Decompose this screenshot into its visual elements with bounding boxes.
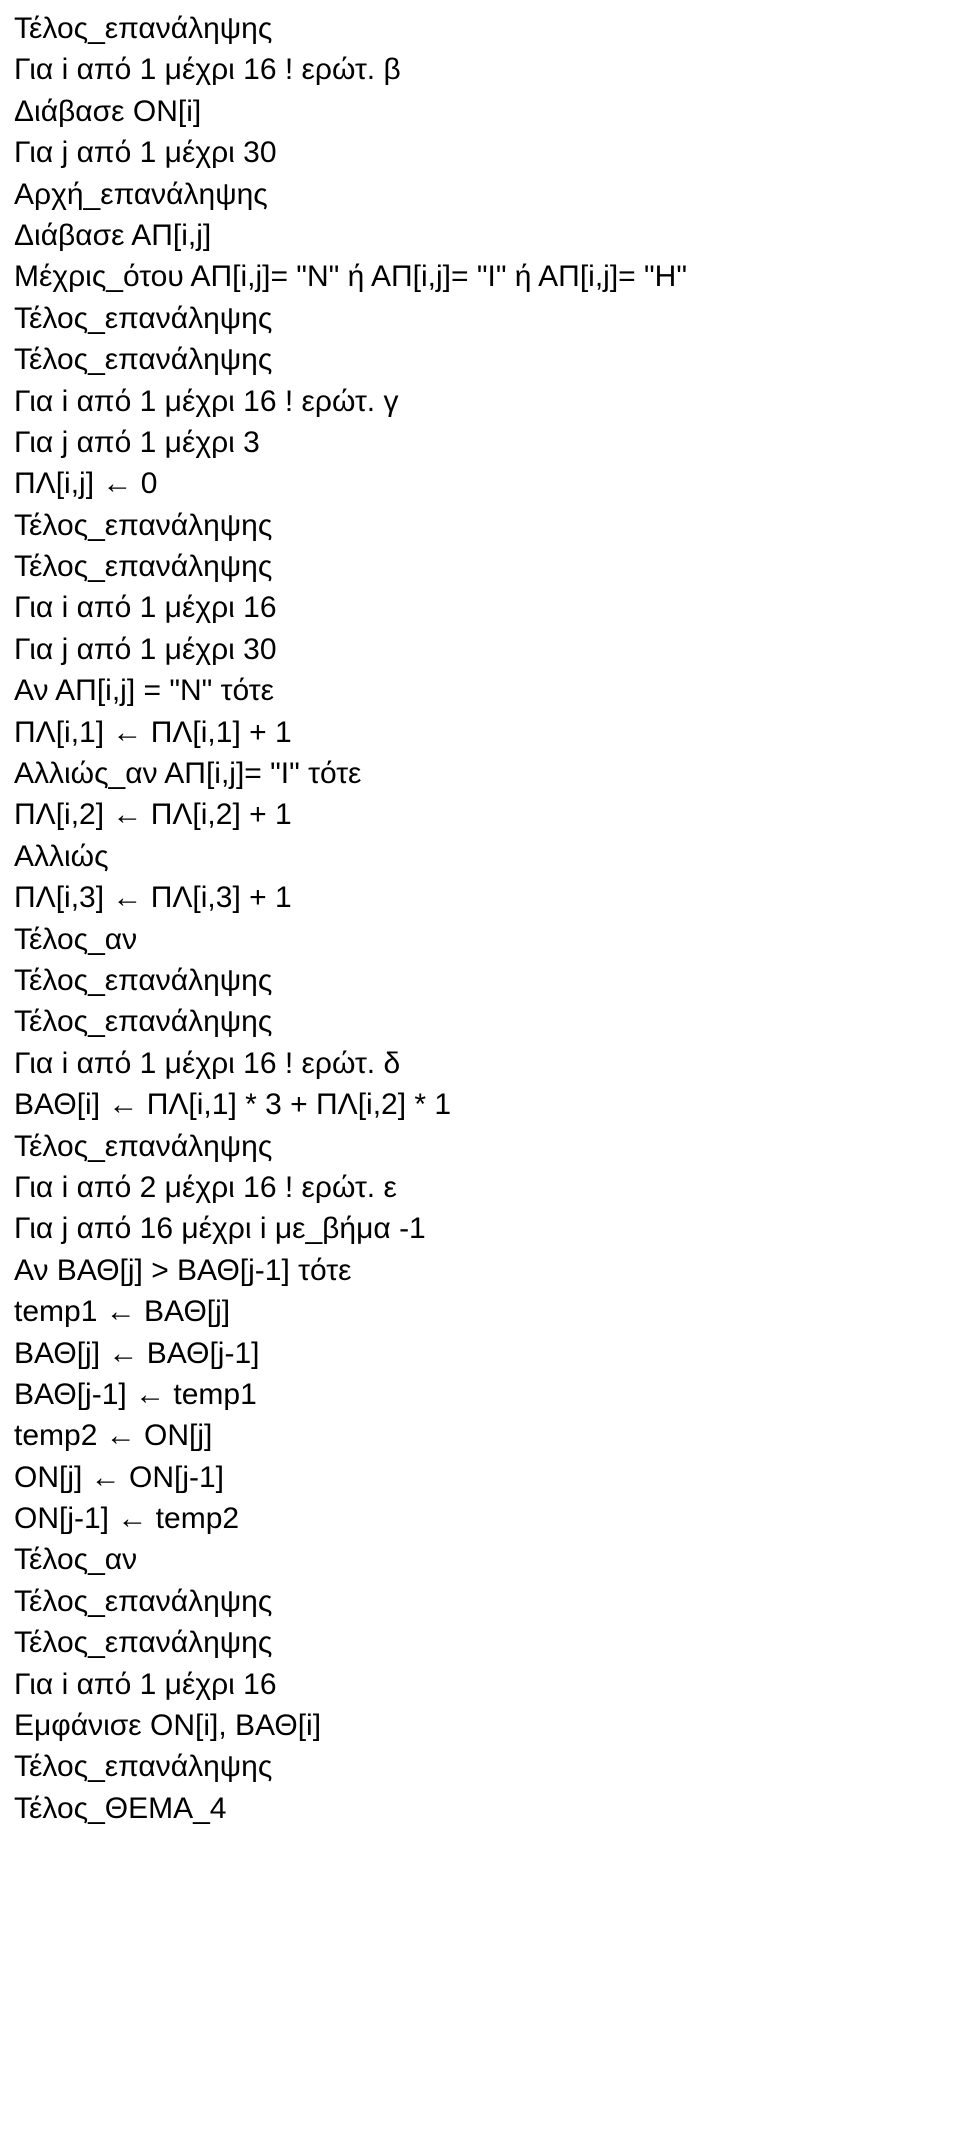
code-line: Μέχρις_ότου ΑΠ[i,j]= "N" ή ΑΠ[i,j]= "I" … <box>14 256 946 297</box>
code-line: ΠΛ[i,j] ← 0 <box>14 463 946 504</box>
code-line: Τέλος_επανάληψης <box>14 1001 946 1042</box>
code-line: Διάβασε ΟΝ[i] <box>14 91 946 132</box>
code-line: Τέλος_επανάληψης <box>14 1581 946 1622</box>
code-line: Αν ΒΑΘ[j] > ΒΑΘ[j-1] τότε <box>14 1250 946 1291</box>
code-line: temp2 ← ΟΝ[j] <box>14 1415 946 1456</box>
code-line: Διάβασε ΑΠ[i,j] <box>14 215 946 256</box>
code-line: ΠΛ[i,2] ← ΠΛ[i,2] + 1 <box>14 794 946 835</box>
code-line: Για j από 1 μέχρι 3 <box>14 422 946 463</box>
code-line: Αρχή_επανάληψης <box>14 174 946 215</box>
code-line: ΒΑΘ[j] ← ΒΑΘ[j-1] <box>14 1333 946 1374</box>
code-line: temp1 ← ΒΑΘ[j] <box>14 1291 946 1332</box>
code-line: Τέλος_αν <box>14 919 946 960</box>
code-line: Τέλος_επανάληψης <box>14 1746 946 1787</box>
code-line: Τέλος_επανάληψης <box>14 8 946 49</box>
code-line: Τέλος_αν <box>14 1539 946 1580</box>
code-line: Για j από 1 μέχρι 30 <box>14 629 946 670</box>
code-line: Τέλος_επανάληψης <box>14 298 946 339</box>
code-line: Για j από 16 μέχρι i με_βήμα -1 <box>14 1208 946 1249</box>
code-line: Για i από 1 μέχρι 16 <box>14 587 946 628</box>
code-line: ΠΛ[i,1] ← ΠΛ[i,1] + 1 <box>14 712 946 753</box>
code-line: Για i από 2 μέχρι 16 ! ερώτ. ε <box>14 1167 946 1208</box>
code-line: Τέλος_επανάληψης <box>14 1622 946 1663</box>
code-line: ΟΝ[j-1] ← temp2 <box>14 1498 946 1539</box>
code-line: Για i από 1 μέχρι 16 ! ερώτ. β <box>14 49 946 90</box>
code-line: Τέλος_επανάληψης <box>14 960 946 1001</box>
code-line: Τέλος_επανάληψης <box>14 505 946 546</box>
code-line: ΒΑΘ[j-1] ← temp1 <box>14 1374 946 1415</box>
code-line: Αν ΑΠ[i,j] = "Ν" τότε <box>14 670 946 711</box>
code-line: Τέλος_ΘΕΜΑ_4 <box>14 1788 946 1829</box>
code-line: Τέλος_επανάληψης <box>14 546 946 587</box>
code-line: Αλλιώς_αν ΑΠ[i,j]= "I" τότε <box>14 753 946 794</box>
code-line: Για i από 1 μέχρι 16 ! ερώτ. γ <box>14 381 946 422</box>
code-line: Για j από 1 μέχρι 30 <box>14 132 946 173</box>
code-line: ΒΑΘ[i] ← ΠΛ[i,1] * 3 + ΠΛ[i,2] * 1 <box>14 1084 946 1125</box>
code-line: Τέλος_επανάληψης <box>14 339 946 380</box>
pseudocode-block: Τέλος_επανάληψηςΓια i από 1 μέχρι 16 ! ε… <box>14 8 946 1829</box>
code-line: Τέλος_επανάληψης <box>14 1126 946 1167</box>
code-line: ΟΝ[j] ← ΟΝ[j-1] <box>14 1457 946 1498</box>
code-line: ΠΛ[i,3] ← ΠΛ[i,3] + 1 <box>14 877 946 918</box>
code-line: Αλλιώς <box>14 836 946 877</box>
code-line: Για i από 1 μέχρι 16 ! ερώτ. δ <box>14 1043 946 1084</box>
code-line: Εμφάνισε ΟΝ[i], ΒΑΘ[i] <box>14 1705 946 1746</box>
code-line: Για i από 1 μέχρι 16 <box>14 1664 946 1705</box>
